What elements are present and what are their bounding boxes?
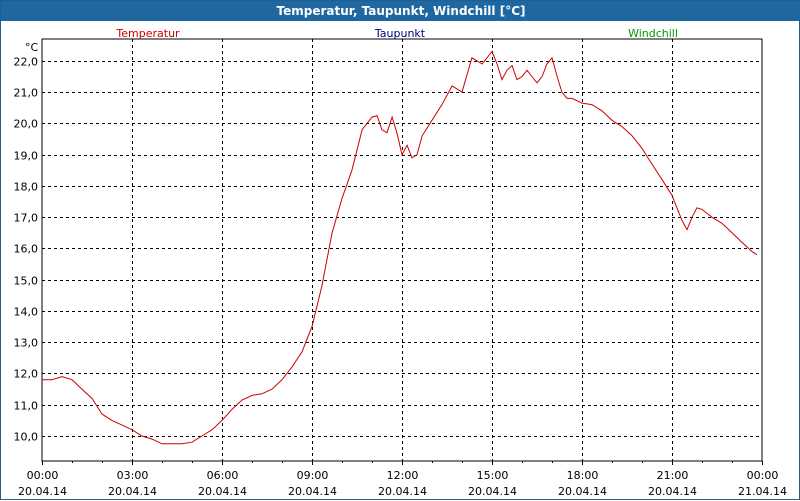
x-tick-date: 20.04.14 <box>648 485 697 498</box>
x-tick-time: 00:00 <box>27 469 59 482</box>
x-tick-date: 20.04.14 <box>378 485 427 498</box>
legend-item: Temperatur <box>115 27 180 40</box>
y-tick-label: 15,0 <box>14 275 39 288</box>
x-tick-time: 06:00 <box>207 469 239 482</box>
chart-title: Temperatur, Taupunkt, Windchill [°C] <box>1 1 800 21</box>
x-tick-time: 09:00 <box>297 469 329 482</box>
y-axis-unit: °C <box>25 41 39 54</box>
x-tick-date: 20.04.14 <box>198 485 247 498</box>
x-tick-date: 20.04.14 <box>288 485 337 498</box>
x-tick-time: 18:00 <box>567 469 599 482</box>
x-tick-date: 20.04.14 <box>468 485 517 498</box>
y-axis-ticks: 10,0 11,0 12,0 13,0 14,0 15,0 16,0 17,0 18,0 19,0… <box>14 56 39 444</box>
y-tick-label: 16,0 <box>14 243 39 256</box>
x-tick-time: 15:00 <box>477 469 509 482</box>
x-tick-time: 12:00 <box>387 469 419 482</box>
x-tick-time: 00:00 <box>747 469 779 482</box>
series-line-temperatur <box>42 50 758 445</box>
y-tick-label: 20,0 <box>14 118 39 131</box>
y-tick-label: 21,0 <box>14 87 39 100</box>
y-tick-label: 14,0 <box>14 306 39 319</box>
y-tick-label: 17,0 <box>14 212 39 225</box>
y-tick-label: 13,0 <box>14 337 39 350</box>
x-tick-date: 20.04.14 <box>18 485 67 498</box>
x-axis-ticks: 00:00 20.04.14 03:00 20.04.14 06:00 20.04.14 0… <box>18 461 787 498</box>
y-tick-label: 10,0 <box>14 431 39 444</box>
x-tick-time: 21:00 <box>657 469 689 482</box>
legend-item: Taupunkt <box>374 27 426 40</box>
x-tick-time: 03:00 <box>117 469 149 482</box>
grid-lines <box>42 39 762 461</box>
y-tick-label: 19,0 <box>14 150 39 163</box>
y-tick-label: 12,0 <box>14 368 39 381</box>
y-tick-label: 18,0 <box>14 181 39 194</box>
x-tick-date: 20.04.14 <box>108 485 157 498</box>
series-layer <box>42 50 758 445</box>
x-tick-date: 21.04.14 <box>738 485 787 498</box>
y-tick-label: 11,0 <box>14 400 39 413</box>
legend: Temperatur Taupunkt Windchill <box>115 27 678 40</box>
x-tick-date: 20.04.14 <box>558 485 607 498</box>
legend-item: Windchill <box>628 27 678 40</box>
y-tick-label: 22,0 <box>14 56 39 69</box>
